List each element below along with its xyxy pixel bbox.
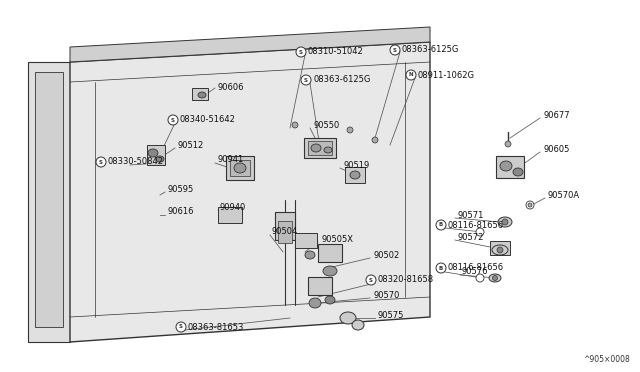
Text: 90605: 90605	[543, 145, 570, 154]
Circle shape	[493, 276, 497, 280]
Bar	[278, 221, 292, 243]
Text: S: S	[99, 160, 103, 164]
Text: 08116-81656: 08116-81656	[448, 221, 504, 230]
Text: 90570: 90570	[373, 291, 399, 299]
Circle shape	[347, 127, 353, 133]
Text: 08363-6125G: 08363-6125G	[402, 45, 460, 55]
Text: S: S	[171, 118, 175, 122]
Circle shape	[436, 220, 446, 230]
Text: 08363-6125G: 08363-6125G	[313, 76, 371, 84]
Text: 90575: 90575	[378, 311, 404, 320]
Bar	[308, 277, 332, 295]
Ellipse shape	[498, 217, 512, 227]
Text: 90502: 90502	[373, 250, 399, 260]
Circle shape	[168, 115, 178, 125]
Circle shape	[502, 219, 508, 225]
Text: 90512: 90512	[178, 141, 204, 150]
Text: S: S	[393, 48, 397, 52]
Ellipse shape	[156, 156, 164, 162]
Text: S: S	[179, 324, 183, 330]
Ellipse shape	[350, 171, 360, 179]
Polygon shape	[28, 62, 70, 342]
Text: 90572: 90572	[458, 232, 484, 241]
Ellipse shape	[148, 149, 158, 157]
Bar	[147, 145, 165, 165]
Circle shape	[528, 203, 532, 207]
Text: 08911-1062G: 08911-1062G	[418, 71, 475, 80]
Circle shape	[296, 47, 306, 57]
Ellipse shape	[492, 245, 508, 255]
Text: 90570A: 90570A	[548, 190, 580, 199]
Text: 08310-51042: 08310-51042	[308, 48, 364, 57]
Circle shape	[372, 137, 378, 143]
Ellipse shape	[325, 296, 335, 304]
Text: B: B	[439, 222, 443, 228]
Text: 08363-81653: 08363-81653	[188, 323, 244, 331]
Polygon shape	[70, 27, 430, 62]
Text: 08340-51642: 08340-51642	[180, 115, 236, 125]
Ellipse shape	[323, 266, 337, 276]
Text: S: S	[304, 77, 308, 83]
Polygon shape	[70, 42, 430, 342]
Ellipse shape	[311, 144, 321, 152]
Circle shape	[476, 274, 484, 282]
Text: 08116-81656: 08116-81656	[448, 263, 504, 273]
Text: 08320-81658: 08320-81658	[378, 276, 434, 285]
Text: 90595: 90595	[168, 185, 195, 193]
Text: 90940: 90940	[220, 203, 246, 212]
Circle shape	[301, 75, 311, 85]
Bar	[496, 156, 524, 178]
Text: 90505X: 90505X	[321, 234, 353, 244]
Ellipse shape	[513, 168, 523, 176]
Bar	[230, 160, 250, 176]
Circle shape	[390, 45, 400, 55]
Bar	[218, 207, 242, 223]
Bar	[490, 241, 510, 255]
Bar	[192, 88, 208, 100]
Bar	[318, 244, 342, 262]
Circle shape	[96, 157, 106, 167]
Ellipse shape	[234, 163, 246, 173]
Ellipse shape	[352, 320, 364, 330]
Ellipse shape	[489, 274, 501, 282]
Text: B: B	[439, 266, 443, 270]
Text: 90677: 90677	[543, 110, 570, 119]
Ellipse shape	[324, 147, 332, 153]
Circle shape	[505, 141, 511, 147]
Text: S: S	[299, 49, 303, 55]
Circle shape	[436, 263, 446, 273]
Ellipse shape	[305, 251, 315, 259]
Bar	[295, 233, 317, 248]
Bar	[275, 212, 295, 240]
Text: ^905×0008: ^905×0008	[583, 355, 630, 364]
Circle shape	[497, 247, 503, 253]
Text: 90504: 90504	[272, 228, 298, 237]
Text: 08330-50842: 08330-50842	[108, 157, 164, 167]
Circle shape	[406, 70, 416, 80]
Circle shape	[366, 275, 376, 285]
Text: S: S	[369, 278, 373, 282]
Ellipse shape	[198, 92, 206, 98]
Text: 90519: 90519	[344, 160, 371, 170]
Ellipse shape	[500, 161, 512, 171]
Text: 90550: 90550	[314, 121, 340, 129]
Bar	[308, 141, 332, 155]
Circle shape	[292, 122, 298, 128]
Bar	[226, 156, 254, 180]
Text: 90606: 90606	[218, 83, 244, 93]
Text: 90576: 90576	[462, 267, 488, 276]
Ellipse shape	[309, 298, 321, 308]
Text: 90616: 90616	[168, 208, 195, 217]
Text: N: N	[409, 73, 413, 77]
Ellipse shape	[340, 312, 356, 324]
Circle shape	[526, 201, 534, 209]
Circle shape	[176, 322, 186, 332]
Bar	[345, 167, 365, 183]
Text: 90571: 90571	[458, 211, 484, 219]
Bar	[304, 138, 336, 158]
Bar	[35, 72, 63, 327]
Text: 90941: 90941	[218, 155, 244, 164]
Circle shape	[476, 228, 484, 236]
